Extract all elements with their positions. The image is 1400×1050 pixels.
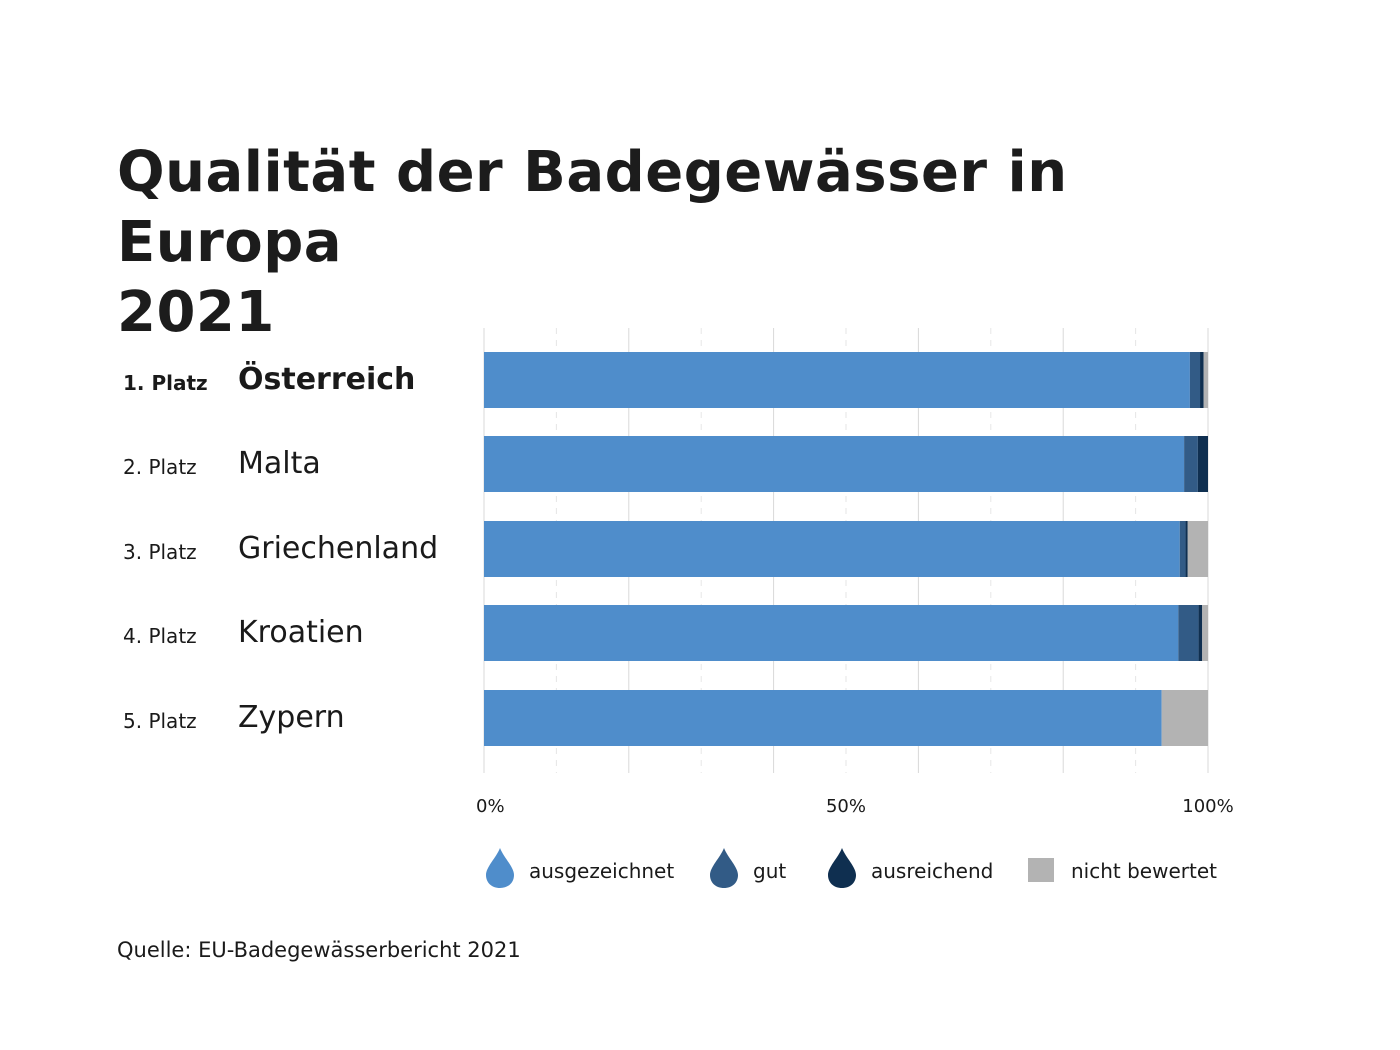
legend-drop-icon	[710, 848, 738, 888]
country-label: Griechenland	[238, 531, 438, 566]
x-tick-label: 100%	[1182, 796, 1233, 817]
bar-segment-nicht-bewertet	[1161, 690, 1208, 746]
bar-segment-nicht-bewertet	[1202, 605, 1208, 661]
chart-title: Qualität der Badegewässer in Europa 2021	[117, 138, 1267, 348]
x-tick-label: 0%	[476, 796, 505, 817]
bar-segment-nicht-bewertet	[1187, 521, 1208, 577]
bar-segment-ausreichend	[1197, 436, 1208, 492]
bar-segment-ausgezeichnet	[484, 521, 1180, 577]
bar-segment-ausgezeichnet	[484, 436, 1185, 492]
legend-label: ausgezeichnet	[529, 859, 674, 883]
x-axis-ticks: 0% 50% 100%	[476, 796, 1234, 817]
rank-label: 5. Platz	[123, 709, 197, 733]
country-label: Zypern	[238, 700, 345, 735]
legend-drop-icon	[828, 848, 856, 888]
bar-segment-gut	[1184, 436, 1198, 492]
row-labels: 1. Platz Österreich 2. Platz Malta 3. Platz G…	[123, 360, 438, 735]
source-note: Quelle: EU-Badegewässerbericht 2021	[117, 938, 521, 962]
bar-segment-ausreichend	[1198, 605, 1203, 661]
legend-drop-icon	[486, 848, 514, 888]
legend-label: gut	[753, 859, 786, 883]
rank-label: 1. Platz	[123, 371, 208, 395]
chart-title-line-1: Qualität der Badegewässer in Europa	[117, 140, 1068, 275]
country-label: Malta	[238, 446, 321, 481]
country-label: Österreich	[238, 360, 415, 397]
bar-segment-gut	[1189, 352, 1201, 408]
bar-segment-nicht-bewertet	[1203, 352, 1208, 408]
country-label: Kroatien	[238, 615, 364, 650]
legend-label: nicht bewertet	[1071, 859, 1217, 883]
legend: ausgezeichnet gut ausreichend nicht bewerte…	[486, 848, 1217, 888]
x-tick-label: 50%	[826, 796, 866, 817]
bars	[484, 352, 1208, 746]
bar-chart: 1. Platz Österreich 2. Platz Malta 3. Platz G…	[123, 328, 1234, 888]
rank-label: 2. Platz	[123, 455, 197, 479]
rank-label: 3. Platz	[123, 540, 197, 564]
legend-square-icon	[1028, 858, 1054, 882]
bar-segment-ausreichend	[1200, 352, 1204, 408]
bar-segment-ausreichend	[1185, 521, 1188, 577]
bar-segment-ausgezeichnet	[484, 352, 1190, 408]
bar-segment-gut	[1178, 605, 1199, 661]
chart-title-line-2: 2021	[117, 280, 275, 345]
legend-label: ausreichend	[871, 859, 993, 883]
bar-segment-ausgezeichnet	[484, 690, 1162, 746]
bar-segment-gut	[1179, 521, 1186, 577]
rank-label: 4. Platz	[123, 624, 197, 648]
bar-segment-ausgezeichnet	[484, 605, 1179, 661]
